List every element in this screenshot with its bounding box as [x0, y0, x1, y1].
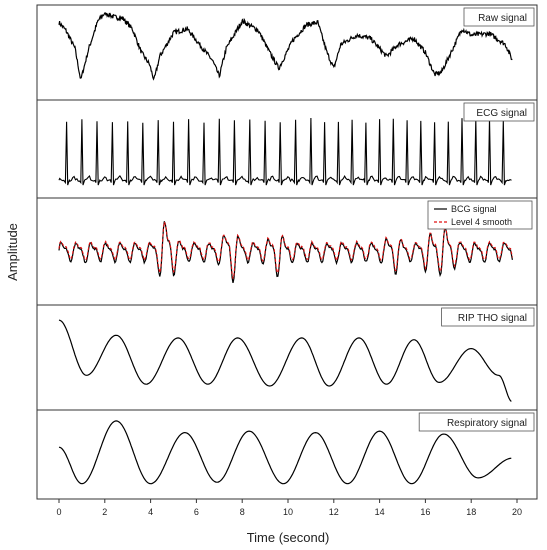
- panel-frame: [36, 4, 538, 101]
- panel-title-resp: Respiratory signal: [447, 418, 527, 429]
- x-tick-label: 18: [466, 507, 476, 517]
- panel-title-frame: [418, 412, 535, 432]
- panel-title-rip: RIP THO signal: [458, 313, 527, 324]
- x-tick-label: 12: [329, 507, 339, 517]
- x-axis-label: Time (second): [247, 530, 330, 545]
- panel-ecg: ECG signal: [36, 99, 538, 199]
- x-axis: 0 2 4 6 8 10 12 14 16 18 20: [56, 499, 522, 517]
- panel-title-frame: [441, 307, 535, 327]
- x-tick-label: 10: [283, 507, 293, 517]
- series-line-raw: [58, 12, 513, 81]
- series-line-resp: [58, 420, 512, 485]
- panel-title-ecg: ECG signal: [476, 108, 527, 119]
- panel-raw: Raw signal: [36, 4, 538, 101]
- x-tick-label: 4: [148, 507, 153, 517]
- series-line-bcg: [58, 221, 513, 284]
- x-tick-label: 2: [102, 507, 107, 517]
- legend: BCG signal Level 4 smooth: [427, 200, 533, 230]
- x-tick-label: 14: [375, 507, 385, 517]
- series-line-ecg: [58, 117, 512, 186]
- panels-layer: Raw signal ECG signal BCG signal Level 4 sm…: [36, 4, 538, 500]
- panel-rip: RIP THO signal: [36, 304, 538, 411]
- panel-title-frame: [463, 7, 535, 27]
- x-tick-label: 8: [240, 507, 245, 517]
- panel-title-frame: [463, 102, 535, 122]
- panel-title-raw: Raw signal: [478, 13, 527, 24]
- series-line-smooth: [58, 219, 513, 279]
- legend-label-bcg: BCG signal: [451, 204, 497, 214]
- panel-bcg: BCG signal Level 4 smooth: [36, 197, 538, 306]
- x-tick-label: 0: [56, 507, 61, 517]
- panel-resp: Respiratory signal: [36, 409, 538, 500]
- legend-frame: [427, 200, 533, 230]
- y-axis-label: Amplitude: [5, 223, 20, 281]
- series-line-rip: [58, 319, 512, 402]
- x-tick-label: 20: [512, 507, 522, 517]
- legend-label-smooth: Level 4 smooth: [451, 217, 512, 227]
- x-tick-label: 6: [194, 507, 199, 517]
- x-tick-label: 16: [420, 507, 430, 517]
- panel-frame: [36, 409, 538, 500]
